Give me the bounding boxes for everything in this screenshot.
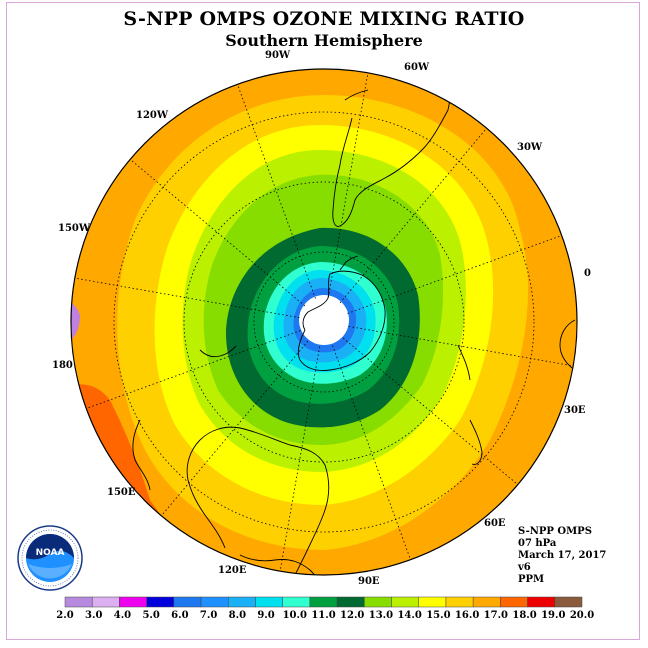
legend-tick-label: 19.0 (541, 610, 566, 621)
lon-label-150e: 150E (107, 487, 136, 498)
legend-swatch (255, 596, 283, 608)
coastline-australia-west (186, 439, 226, 549)
map-border (70, 68, 578, 576)
legend-swatch (228, 596, 256, 608)
info-unit: PPM (518, 574, 545, 585)
legend-tick-label: 12.0 (340, 610, 365, 621)
legend-swatch (500, 596, 528, 608)
info-version: v6 (518, 562, 531, 573)
lon-label-150w: 150W (58, 223, 91, 234)
coastline-indonesia (239, 554, 329, 575)
lon-label-60w: 60W (404, 62, 430, 73)
coastline-antarctica-east (297, 270, 386, 371)
legend-swatch (119, 596, 147, 608)
legend-swatches (64, 596, 583, 608)
ozone-patch-violet (71, 300, 80, 345)
coastline-madagascar (469, 419, 483, 465)
info-date: March 17, 2017 (518, 550, 607, 561)
info-level: 07 hPa (518, 538, 557, 549)
latitude-circle-70s (253, 251, 395, 393)
lon-label-60e: 60E (484, 518, 506, 529)
ozone-field (71, 69, 577, 575)
legend-swatch (91, 596, 120, 608)
legend-tick-label: 14.0 (397, 610, 422, 621)
logo-text: NOAA (36, 548, 65, 558)
legend-swatch (173, 596, 202, 608)
legend-swatch (309, 596, 338, 608)
coastline-kerguelen (457, 344, 471, 381)
legend-tick-label: 13.0 (368, 610, 394, 621)
legend-swatch (364, 596, 392, 608)
legend-swatch (445, 596, 474, 608)
coastline-sa-north (344, 89, 369, 101)
info-block: S-NPP OMPS 07 hPa March 17, 2017 v6 PPM (518, 526, 606, 586)
polar-data-gap (299, 295, 349, 345)
legend-swatch (527, 596, 556, 608)
lon-label-30e: 30E (564, 405, 586, 416)
legend-swatch (282, 596, 311, 608)
latitude-circle-50s (183, 181, 465, 463)
coastline-peninsula (339, 255, 359, 271)
lon-label-120w: 120W (136, 110, 169, 121)
legend-tick-label: 5.0 (142, 610, 160, 621)
figure-frame (6, 2, 640, 640)
legend-swatch (391, 596, 419, 608)
legend-tick-label: 15.0 (426, 610, 451, 621)
coastline-south-america (332, 71, 451, 227)
legend-swatch (146, 596, 175, 608)
legend-tick-label: 16.0 (454, 610, 480, 621)
legend-tick-label: 2.0 (56, 610, 74, 621)
legend-swatch (200, 596, 229, 608)
info-instrument: S-NPP OMPS (518, 526, 592, 537)
lon-label-90w: 90W (265, 50, 291, 61)
lon-label-0: 0 (584, 268, 591, 279)
legend-swatch (336, 596, 365, 608)
legend-swatch (64, 596, 93, 608)
legend-tick-label: 11.0 (311, 610, 336, 621)
latitude-circle-30s (113, 111, 535, 533)
page-subtitle: Southern Hemisphere (225, 31, 423, 50)
coastline-ross-island (199, 345, 237, 358)
lon-label-120e: 120E (218, 565, 247, 576)
legend-swatch (418, 596, 447, 608)
coastline-antarctica-west (302, 273, 331, 331)
page-title: S-NPP OMPS OZONE MIXING RATIO (123, 8, 525, 30)
legend-tick-label: 9.0 (257, 610, 275, 621)
graticule (74, 72, 574, 572)
lon-label-180: 180 (52, 360, 73, 371)
legend-swatch (554, 596, 583, 608)
lon-label-30w: 30W (517, 142, 543, 153)
coastline-australia (199, 426, 330, 575)
lon-label-90e: 90E (358, 576, 380, 587)
legend-tick-label: 3.0 (85, 610, 103, 621)
legend-tick-label: 8.0 (228, 610, 247, 621)
noaa-logo-icon: NOAA (17, 525, 83, 591)
legend-tick-label: 18.0 (512, 610, 537, 621)
coastline-africa (559, 319, 576, 369)
coastlines (132, 71, 576, 575)
coastline-new-zealand (132, 419, 151, 491)
legend-swatch (472, 596, 501, 608)
legend-tick-label: 6.0 (171, 610, 189, 621)
legend-tick-label: 4.0 (113, 610, 132, 621)
legend-tick-label: 20.0 (569, 610, 595, 621)
legend-tick-label: 7.0 (199, 610, 218, 621)
legend-tick-label: 17.0 (483, 610, 509, 621)
legend-tick-label: 10.0 (282, 610, 307, 621)
